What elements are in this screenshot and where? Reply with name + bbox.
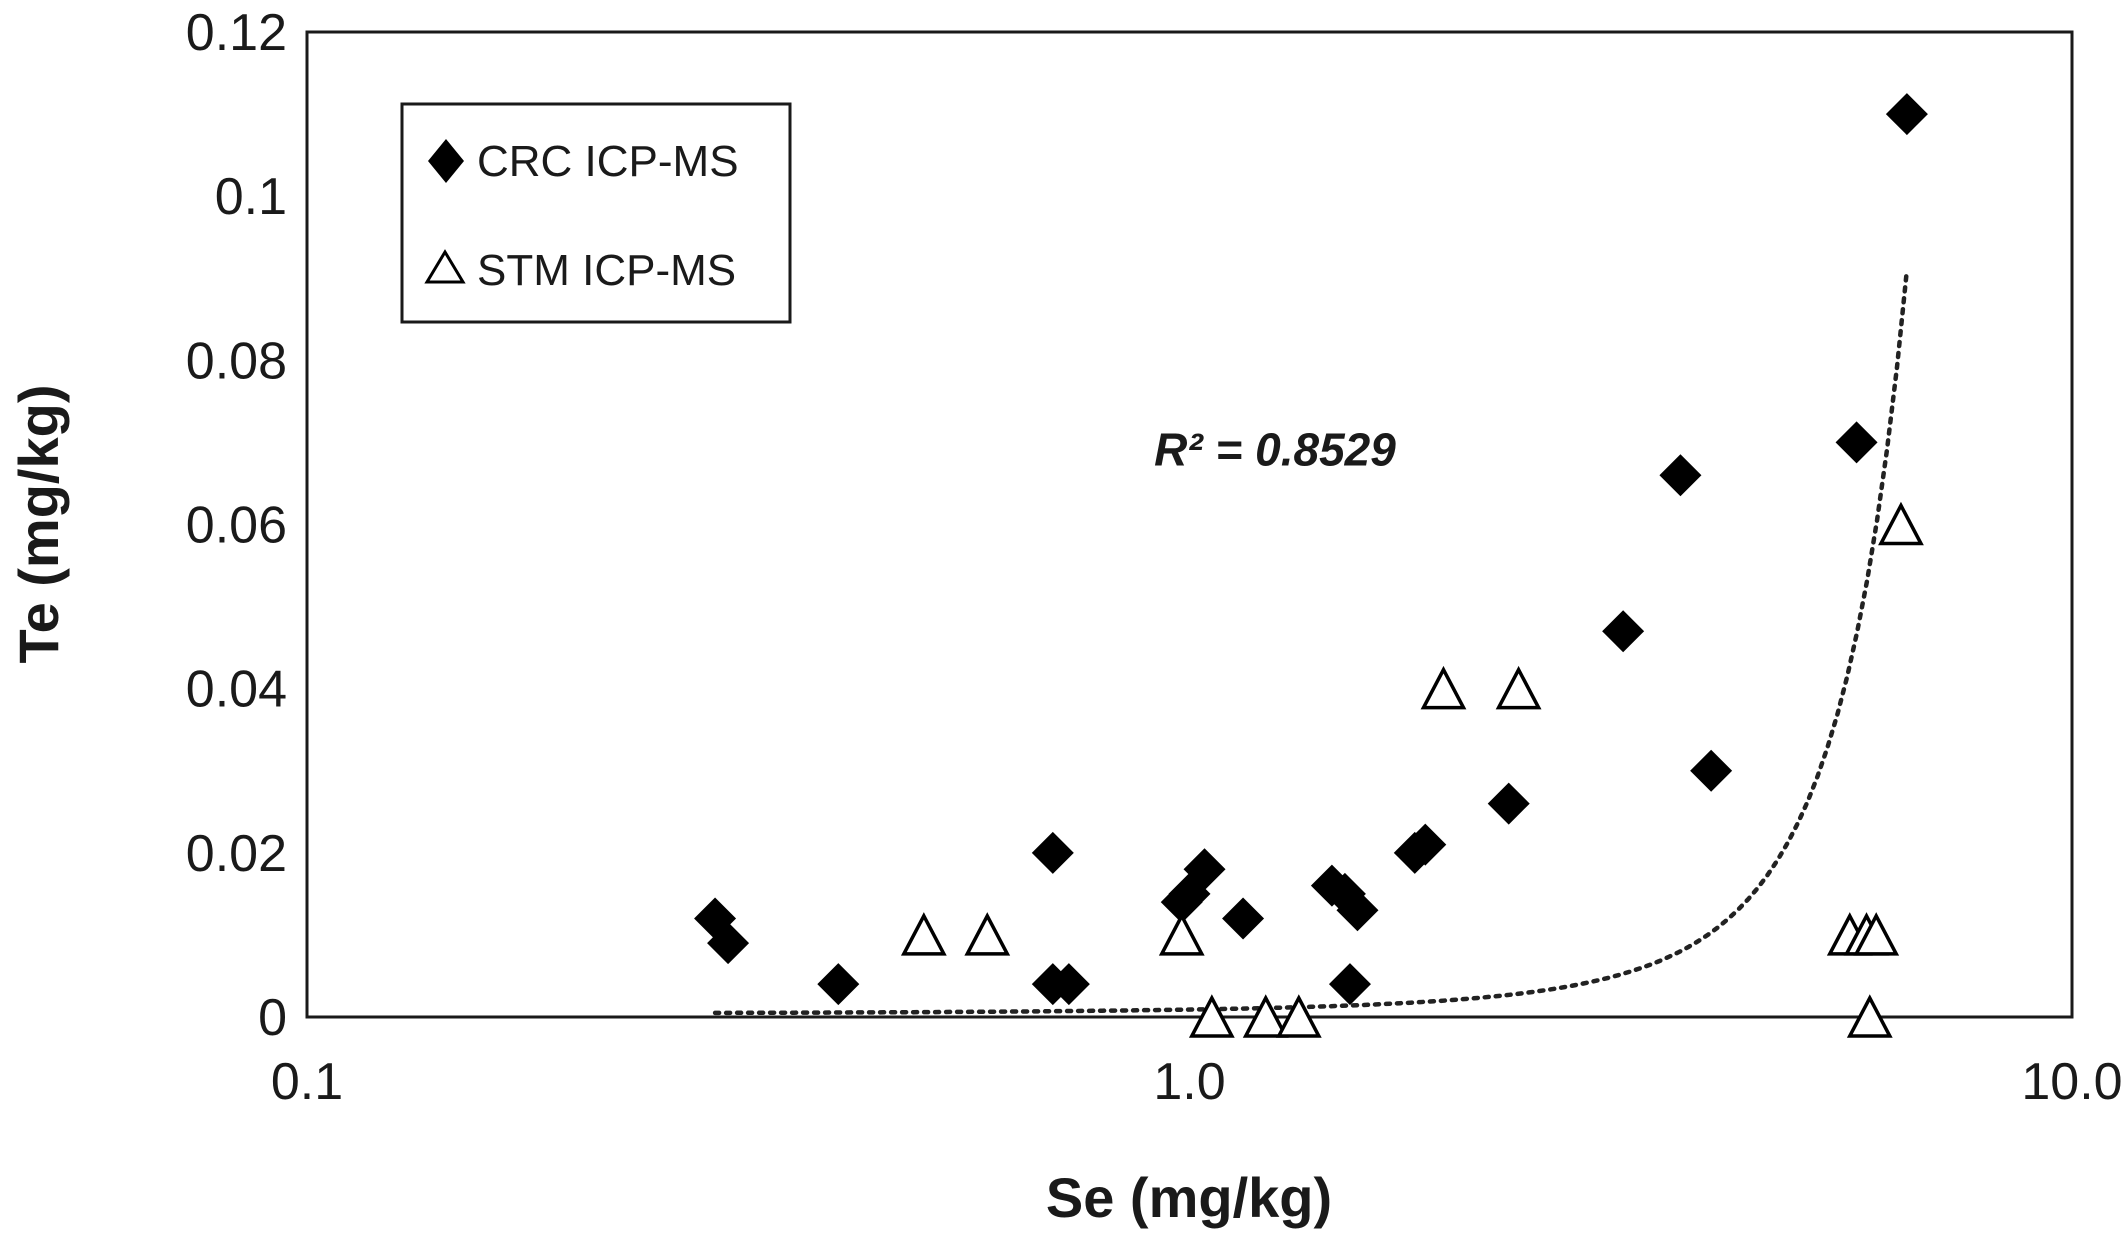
trendline-curve bbox=[712, 267, 1910, 1016]
crc-data-point bbox=[1336, 889, 1379, 932]
legend-label-crc: CRC ICP-MS bbox=[477, 137, 739, 186]
stm-data-point bbox=[1846, 994, 1893, 1038]
y-tick-label: 0.06 bbox=[186, 497, 287, 555]
crc-data-point bbox=[1602, 610, 1645, 653]
y-axis-title: Te (mg/kg) bbox=[7, 385, 70, 664]
crc-data-point bbox=[1690, 749, 1733, 792]
trendline-group bbox=[712, 267, 1910, 1016]
stm-data-point bbox=[1495, 665, 1542, 710]
x-tick-label: 10.0 bbox=[2021, 1053, 2122, 1111]
crc-data-point bbox=[1404, 823, 1447, 866]
crc-data-point bbox=[1183, 848, 1226, 891]
y-tick-label: 0.12 bbox=[186, 4, 287, 62]
x-tick-label: 0.1 bbox=[271, 1053, 343, 1111]
crc-data-point bbox=[1031, 831, 1074, 874]
y-tick-label: 0.08 bbox=[186, 332, 287, 390]
crc-data-point bbox=[1328, 963, 1371, 1006]
stm-data-point bbox=[1878, 501, 1924, 546]
legend-box bbox=[400, 102, 792, 324]
crc-data-point bbox=[1835, 421, 1878, 464]
x-tick-label: 1.0 bbox=[1153, 1053, 1225, 1111]
legend-label-stm: STM ICP-MS bbox=[477, 246, 736, 295]
crc-data-point bbox=[707, 922, 750, 965]
stm-data-point bbox=[1853, 912, 1900, 956]
stm-data-point bbox=[1242, 994, 1289, 1038]
stm-data-point bbox=[900, 912, 947, 956]
legend: CRC ICP-MS STM ICP-MS bbox=[400, 102, 792, 324]
stm-data-point bbox=[1420, 665, 1467, 710]
y-tick-label: 0.04 bbox=[186, 661, 287, 719]
y-tick-label: 0.02 bbox=[186, 825, 287, 883]
x-axis-title: Se (mg/kg) bbox=[1046, 1166, 1332, 1229]
crc-data-point bbox=[1487, 782, 1530, 825]
data-points-group bbox=[694, 93, 1928, 1038]
legend-marker-crc-diamond bbox=[428, 139, 464, 183]
crc-data-point bbox=[1047, 963, 1090, 1006]
r-squared-annotation: R² = 0.8529 bbox=[1154, 424, 1396, 476]
stm-data-point bbox=[1188, 994, 1235, 1038]
stm-data-point bbox=[1158, 912, 1205, 956]
crc-data-point bbox=[1659, 454, 1702, 497]
legend-marker-stm-triangle bbox=[424, 249, 466, 284]
crc-data-point bbox=[1885, 93, 1928, 136]
crc-data-point bbox=[817, 963, 860, 1006]
y-tick-label: 0.1 bbox=[215, 168, 287, 226]
crc-data-point bbox=[1222, 897, 1265, 940]
y-tick-label: 0 bbox=[258, 989, 287, 1047]
stm-data-point bbox=[964, 912, 1011, 956]
x-axis-ticks: 0.1 1.0 10.0 bbox=[271, 1053, 2123, 1111]
y-axis-ticks: 0 0.02 0.04 0.06 0.08 0.1 0.12 bbox=[186, 4, 287, 1047]
stm-data-point bbox=[1275, 994, 1322, 1038]
